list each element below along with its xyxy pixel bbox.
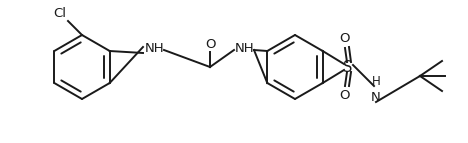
Text: O: O <box>340 89 350 102</box>
Text: H: H <box>372 75 380 88</box>
Text: Cl: Cl <box>53 7 66 20</box>
Text: N: N <box>371 91 381 104</box>
Text: O: O <box>340 32 350 45</box>
Text: NH: NH <box>235 42 255 55</box>
Text: O: O <box>205 38 215 51</box>
Text: NH: NH <box>145 42 165 55</box>
Text: S: S <box>344 59 353 75</box>
